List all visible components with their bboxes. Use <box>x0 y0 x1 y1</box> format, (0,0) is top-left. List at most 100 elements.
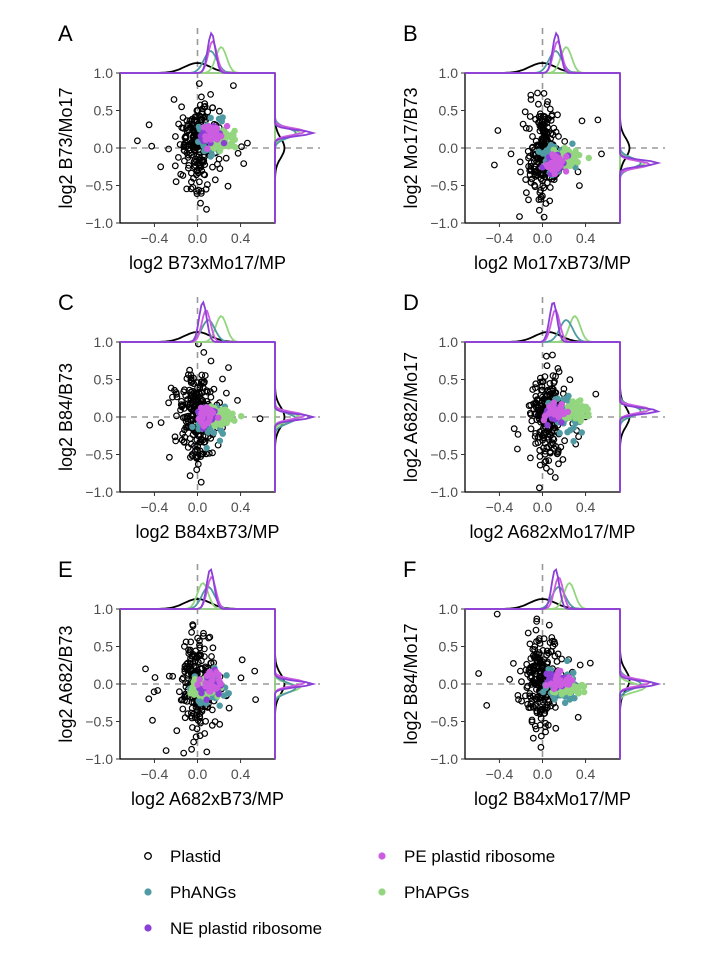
point-plastid <box>200 157 208 165</box>
point-plastid <box>197 199 204 207</box>
point-plastid <box>534 433 542 441</box>
y-density-ne-plastid-ribosome <box>274 342 317 492</box>
point-phapgs <box>229 410 236 417</box>
point-plastid <box>169 672 177 680</box>
point-pe-plastid-ribosome <box>564 408 571 415</box>
point-plastid <box>544 115 552 123</box>
point-plastid <box>560 385 568 393</box>
point-plastid <box>175 120 183 128</box>
point-plastid <box>181 714 189 722</box>
point-pe-plastid-ribosome <box>202 133 209 140</box>
point-plastid <box>243 139 251 147</box>
point-plastid <box>238 656 246 664</box>
point-plastid <box>532 393 540 400</box>
point-plastid <box>196 644 204 652</box>
point-plastid <box>531 722 539 730</box>
point-plastid <box>526 125 533 133</box>
point-plastid <box>534 403 542 410</box>
point-plastid <box>252 696 260 703</box>
point-ne-plastid-ribosome <box>544 422 551 429</box>
point-plastid <box>184 400 192 408</box>
point-plastid <box>179 674 187 682</box>
point-plastid <box>536 635 543 642</box>
point-plastid <box>542 457 550 465</box>
point-plastid <box>207 659 215 667</box>
point-plastid <box>533 657 541 665</box>
point-plastid <box>149 716 156 724</box>
point-pe-plastid-ribosome <box>205 122 212 130</box>
point-plastid <box>171 162 179 170</box>
point-plastid <box>206 633 214 641</box>
point-plastid <box>555 368 563 376</box>
point-plastid <box>592 390 600 398</box>
point-pe-plastid-ribosome <box>196 676 203 683</box>
point-plastid <box>186 435 194 442</box>
point-plastid <box>549 642 557 650</box>
point-plastid <box>510 660 517 667</box>
panel-e: E 1.0 0.5 0.0 −0.5 −1.0 −0.4 0.0 0.4 log2 A682xB7… <box>56 557 320 809</box>
point-phangs <box>556 429 563 437</box>
panel-letter: B <box>403 21 418 46</box>
point-phapgs <box>574 158 581 166</box>
point-phangs <box>564 657 571 665</box>
y-tick-label: −1.0 <box>85 484 113 500</box>
point-plastid <box>188 724 196 731</box>
y-tick-label: 0.0 <box>94 140 114 156</box>
point-plastid <box>522 176 530 184</box>
point-plastid <box>222 389 230 397</box>
x-tick-label: 0.4 <box>576 499 596 515</box>
points-layer <box>146 342 264 486</box>
legend-key <box>144 888 152 896</box>
point-plastid <box>537 743 545 751</box>
point-plastid <box>145 121 153 129</box>
points-layer <box>142 621 260 757</box>
y-density-ne-plastid-ribosome <box>619 609 662 759</box>
point-plastid <box>178 675 186 683</box>
point-plastid <box>537 140 545 148</box>
point-plastid <box>211 718 219 725</box>
point-plastid <box>493 610 501 618</box>
point-plastid <box>559 456 567 463</box>
point-plastid <box>198 110 206 118</box>
point-pe-plastid-ribosome <box>218 133 225 140</box>
y-axis-title: log2 Mo17/B73 <box>401 87 421 208</box>
point-plastid <box>586 659 594 667</box>
point-plastid <box>203 181 211 189</box>
point-plastid <box>547 468 554 476</box>
legend: Plastid PE plastid ribosome PhANGs PhAPGs NE… <box>144 847 555 938</box>
point-plastid <box>179 705 187 713</box>
point-pe-plastid-ribosome <box>213 129 220 136</box>
point-plastid <box>491 161 498 169</box>
point-plastid <box>172 178 180 186</box>
panel-letter: F <box>403 557 416 582</box>
legend-item-plastid: Plastid <box>144 847 221 866</box>
x-density-ne-plastid-ribosome <box>465 31 620 74</box>
point-phapgs <box>575 398 582 405</box>
legend-label: PE plastid ribosome <box>404 847 555 866</box>
point-plastid <box>186 660 194 667</box>
point-plastid <box>190 116 198 124</box>
point-phapgs <box>219 420 226 427</box>
point-plastid <box>535 206 543 214</box>
point-plastid <box>209 163 216 171</box>
point-plastid <box>527 96 535 103</box>
y-tick-label: 0.0 <box>94 409 114 425</box>
point-plastid <box>531 433 539 440</box>
point-phangs <box>571 695 578 702</box>
point-plastid <box>524 629 532 637</box>
legend-item-ne-plastid-ribosome: NE plastid ribosome <box>144 919 322 938</box>
point-plastid <box>554 365 562 372</box>
point-plastid <box>540 635 548 643</box>
point-plastid <box>165 672 173 680</box>
point-phangs <box>216 702 223 709</box>
point-phapgs <box>218 407 226 414</box>
point-plastid <box>543 464 550 472</box>
x-density-ne-plastid-ribosome <box>465 301 620 343</box>
point-plastid <box>157 163 165 171</box>
point-phangs <box>570 669 577 677</box>
point-plastid <box>205 634 213 642</box>
x-density-pe-plastid-ribosome <box>120 39 275 74</box>
point-plastid <box>209 449 216 457</box>
point-pe-plastid-ribosome <box>557 679 565 687</box>
legend-label: NE plastid ribosome <box>170 919 322 938</box>
